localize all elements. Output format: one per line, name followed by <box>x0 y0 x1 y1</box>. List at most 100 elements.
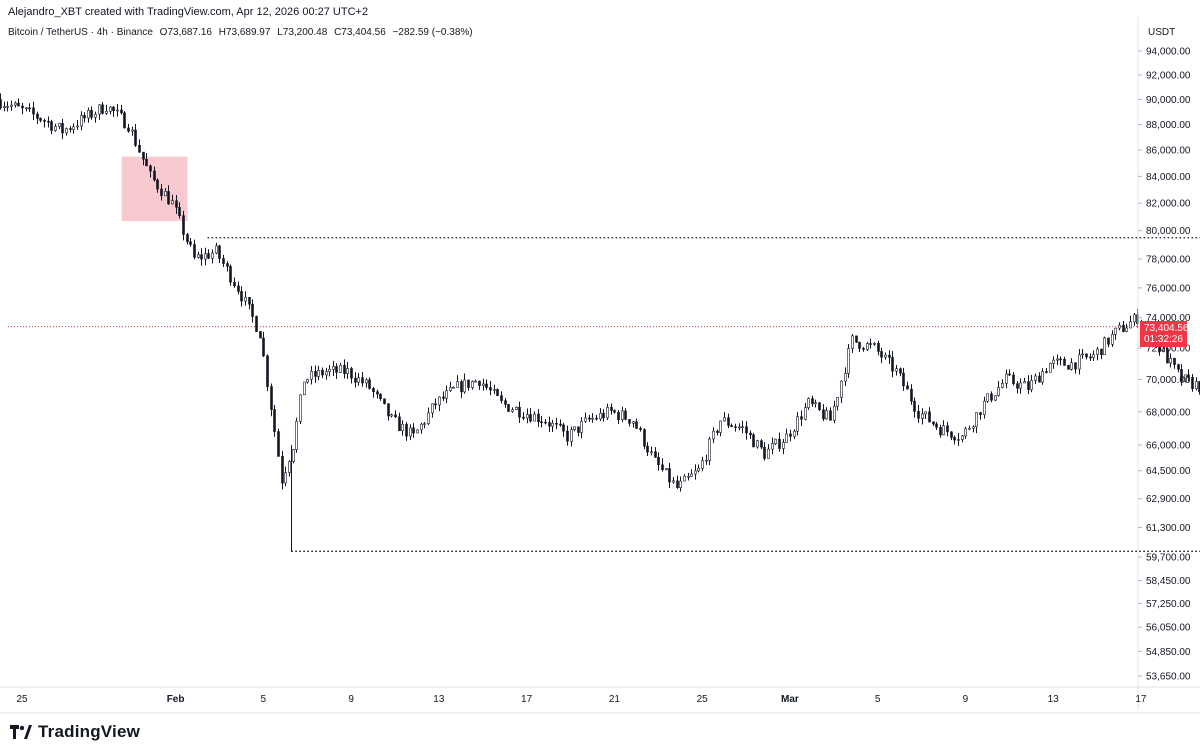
candle-body <box>493 389 496 391</box>
candle-body <box>906 385 909 390</box>
currency-label[interactable]: USDT <box>1148 27 1176 38</box>
x-tick-label: 25 <box>16 694 28 705</box>
candle-body <box>69 128 72 130</box>
candle-body <box>624 410 627 420</box>
candle-body <box>1056 358 1059 361</box>
y-tick-label: 68,000.00 <box>1146 407 1191 418</box>
candle-body <box>1111 334 1114 345</box>
y-tick-label: 88,000.00 <box>1146 120 1191 131</box>
candle-body <box>61 122 64 134</box>
candle-body <box>635 421 638 429</box>
y-tick-label: 54,850.00 <box>1146 647 1191 658</box>
tradingview-logo[interactable]: TradingView <box>10 722 140 742</box>
candle-body <box>657 456 660 466</box>
candle-body <box>1187 374 1190 378</box>
candle-body <box>566 430 569 442</box>
candle-body <box>763 446 766 459</box>
symbol-name[interactable]: Bitcoin / TetherUS · 4h · Binance <box>8 27 153 38</box>
candle-body <box>292 449 295 462</box>
candle-body <box>997 387 1000 396</box>
candle-body <box>504 400 507 405</box>
candle-body <box>127 127 130 132</box>
candle-body <box>544 421 547 424</box>
last-price-badge: 73,404.56 01:32:26 <box>1140 321 1189 347</box>
candle-body <box>182 215 185 235</box>
y-tick-label: 78,000.00 <box>1146 254 1191 265</box>
candle-body <box>515 406 518 411</box>
candle-body <box>434 403 437 406</box>
candle-body <box>354 377 357 383</box>
candle-body <box>1045 371 1048 373</box>
candle-body <box>884 354 887 358</box>
candle-body <box>913 400 916 412</box>
candle-body <box>555 422 558 425</box>
candle-body <box>749 432 752 436</box>
candle-body <box>687 476 690 478</box>
candle-body <box>255 316 258 332</box>
candle-body <box>782 442 785 449</box>
candle-body <box>109 106 112 112</box>
candle-body <box>361 377 364 384</box>
candle-body <box>1107 337 1110 345</box>
candle-body <box>661 464 664 471</box>
candle-body <box>65 128 68 134</box>
candle-body <box>3 106 6 109</box>
candle-body <box>697 468 700 472</box>
y-tick-label: 53,650.00 <box>1146 672 1191 683</box>
candle-body <box>303 381 306 396</box>
candle-body <box>957 439 960 441</box>
candle-body <box>741 426 744 429</box>
candle-body <box>28 107 31 110</box>
candle-body <box>90 109 93 118</box>
candle-body <box>350 368 353 379</box>
candle-body <box>47 120 50 123</box>
candle-body <box>1125 327 1128 332</box>
candle-body <box>899 368 902 374</box>
candle-body <box>628 419 631 424</box>
candle-body <box>665 468 668 471</box>
candle-body <box>1005 373 1008 384</box>
candle-body <box>1177 364 1180 370</box>
candle-body <box>858 341 861 349</box>
candle-body <box>379 393 382 400</box>
candle-body <box>80 115 83 127</box>
candle-body <box>1173 357 1176 365</box>
candle-body <box>1063 358 1066 366</box>
candle-body <box>917 411 920 419</box>
candle-body <box>639 428 642 430</box>
candle-body <box>467 379 470 388</box>
y-tick-label: 74,000.00 <box>1146 313 1191 324</box>
candle-body <box>767 448 770 459</box>
highlight-box[interactable] <box>121 156 188 222</box>
candle-body <box>595 417 598 420</box>
candle-body <box>412 427 415 434</box>
candle-body <box>771 443 774 450</box>
candle-body <box>712 430 715 440</box>
candle-body <box>215 245 218 254</box>
candle-body <box>281 456 284 484</box>
candle-body <box>1081 353 1084 356</box>
candle-body <box>438 396 441 406</box>
candle-body <box>562 424 565 432</box>
candle-body <box>551 422 554 427</box>
candle-body <box>621 410 624 421</box>
candle-body <box>855 335 858 343</box>
candle-body <box>346 368 349 375</box>
candle-body <box>0 99 2 109</box>
candle-body <box>328 369 331 372</box>
candle-body <box>606 407 609 419</box>
candle-body <box>1030 380 1033 390</box>
candle-body <box>409 427 412 437</box>
ohlc-high: H73,689.97 <box>218 27 271 38</box>
candle-body <box>131 129 134 132</box>
candle-body <box>43 120 46 122</box>
candle-body <box>910 388 913 402</box>
candle-body <box>1166 348 1169 364</box>
candle-body <box>760 440 763 448</box>
candle-body <box>36 113 39 119</box>
candle-body <box>427 412 430 424</box>
y-tick-label: 70,000.00 <box>1146 375 1191 386</box>
candle-body <box>189 241 192 245</box>
candle-body <box>869 343 872 345</box>
